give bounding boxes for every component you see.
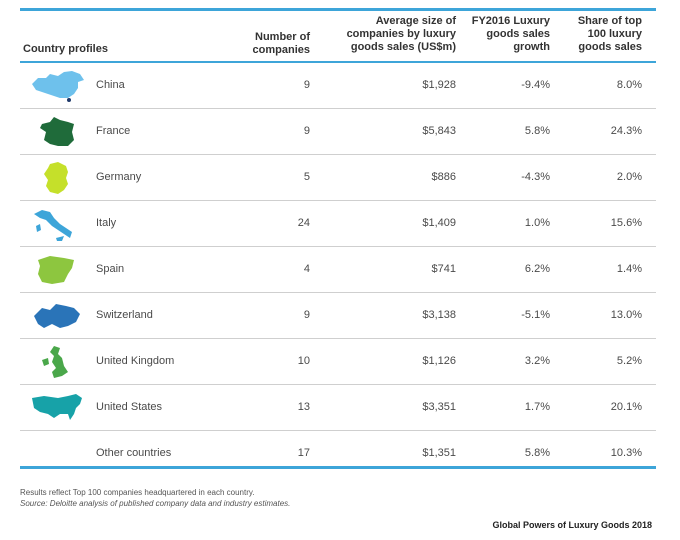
number-of-companies: 9 [303, 309, 310, 321]
header-average-size: Average size of companies by luxury good… [346, 15, 456, 53]
share-of-sales: 24.3% [610, 125, 642, 137]
average-size: $1,351 [422, 447, 456, 459]
share-of-sales: 8.0% [616, 79, 642, 91]
number-of-companies: 4 [303, 263, 310, 275]
note-source: Source: Deloitte analysis of published c… [20, 499, 291, 508]
header-rule [20, 61, 656, 63]
table-header: Country profiles Number of companies Ave… [20, 11, 656, 61]
table-row: United Kingdom 10 $1,126 3.2% 5.2% [20, 339, 656, 385]
average-size: $741 [431, 263, 456, 275]
usa-map-icon [32, 394, 82, 420]
average-size: $1,409 [422, 217, 456, 229]
switzerland-map-icon [34, 304, 80, 328]
spain-map-icon [38, 256, 74, 284]
sales-growth: 5.8% [524, 447, 550, 459]
table-body: China 9 $1,928 -9.4% 8.0% France 9 $5,84… [20, 63, 656, 476]
header-fy2016-growth: FY2016 Luxury goods sales growth [471, 15, 550, 53]
number-of-companies: 13 [297, 401, 310, 413]
average-size: $3,351 [422, 401, 456, 413]
number-of-companies: 10 [297, 355, 310, 367]
header-number-of-companies: Number of companies [252, 31, 310, 56]
top-rule [20, 8, 656, 11]
sales-growth: 5.8% [524, 125, 550, 137]
number-of-companies: 24 [297, 217, 310, 229]
average-size: $5,843 [422, 125, 456, 137]
sales-growth: 6.2% [524, 263, 550, 275]
table-row: United States 13 $3,351 1.7% 20.1% [20, 385, 656, 431]
number-of-companies: 17 [297, 447, 310, 459]
sales-growth: 1.0% [524, 217, 550, 229]
share-of-sales: 2.0% [616, 171, 642, 183]
average-size: $886 [431, 171, 456, 183]
table-row: France 9 $5,843 5.8% 24.3% [20, 109, 656, 155]
report-title-footer: Global Powers of Luxury Goods 2018 [492, 520, 652, 530]
share-of-sales: 10.3% [610, 447, 642, 459]
germany-map-icon [44, 162, 68, 194]
table-row: Spain 4 $741 6.2% 1.4% [20, 247, 656, 293]
number-of-companies: 9 [303, 79, 310, 91]
average-size: $1,928 [422, 79, 456, 91]
share-of-sales: 1.4% [616, 263, 642, 275]
country-name: Switzerland [96, 309, 153, 321]
average-size: $1,126 [422, 355, 456, 367]
country-name: Italy [96, 217, 117, 229]
share-of-sales: 20.1% [610, 401, 642, 413]
header-share-of-top-100: Share of top 100 luxury goods sales [577, 15, 642, 53]
country-name: Spain [96, 263, 125, 275]
note-results: Results reflect Top 100 companies headqu… [20, 488, 255, 497]
country-name: Germany [96, 171, 142, 183]
table-notes: Results reflect Top 100 companies headqu… [20, 487, 290, 509]
table-row: Other countries 17 $1,351 5.8% 10.3% [20, 431, 656, 476]
average-size: $3,138 [422, 309, 456, 321]
country-name: United Kingdom [96, 355, 175, 367]
sales-growth: 1.7% [524, 401, 550, 413]
country-name: China [96, 79, 125, 91]
france-map-icon [40, 117, 74, 146]
table-row: Germany 5 $886 -4.3% 2.0% [20, 155, 656, 201]
sales-growth: -9.4% [521, 79, 550, 91]
uk-map-icon [42, 346, 68, 378]
china-map-icon [32, 71, 84, 102]
share-of-sales: 15.6% [610, 217, 642, 229]
share-of-sales: 13.0% [610, 309, 642, 321]
table-row: Italy 24 $1,409 1.0% 15.6% [20, 201, 656, 247]
table-row: Switzerland 9 $3,138 -5.1% 13.0% [20, 293, 656, 339]
number-of-companies: 5 [303, 171, 310, 183]
country-name: Other countries [96, 447, 172, 459]
number-of-companies: 9 [303, 125, 310, 137]
sales-growth: 3.2% [524, 355, 550, 367]
share-of-sales: 5.2% [616, 355, 642, 367]
country-name: France [96, 125, 131, 137]
bottom-rule [20, 466, 656, 469]
country-name: United States [96, 401, 163, 413]
sales-growth: -4.3% [521, 171, 550, 183]
italy-map-icon [34, 210, 72, 241]
table-row: China 9 $1,928 -9.4% 8.0% [20, 63, 656, 109]
sales-growth: -5.1% [521, 309, 550, 321]
header-country-profiles: Country profiles [23, 43, 108, 55]
